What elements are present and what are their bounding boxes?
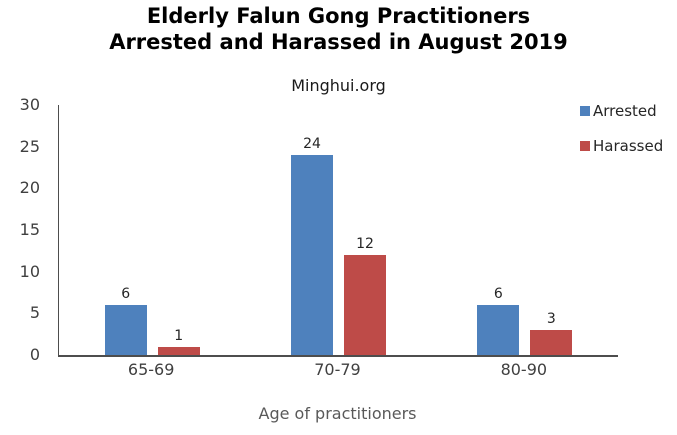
bar-value-label: 1: [174, 328, 184, 344]
y-tick-label: 15: [19, 220, 40, 239]
bar-value-label: 24: [303, 136, 321, 152]
y-tick-label: 30: [19, 95, 40, 114]
bar-arrested-80-90: 6: [477, 105, 520, 355]
chart-title-line2: Arrested and Harassed in August 2019: [109, 30, 568, 54]
chart-title: Elderly Falun Gong Practitioners Arreste…: [0, 3, 677, 55]
bar-rect: [477, 305, 520, 355]
bar-rect: [104, 305, 147, 355]
chart-title-line1: Elderly Falun Gong Practitioners: [146, 4, 531, 28]
y-axis-ticks: 0 5 10 15 20 25 30: [0, 96, 48, 364]
bar-arrested-70-79: 24: [290, 105, 333, 355]
y-tick-label: 5: [29, 303, 40, 322]
legend-swatch-icon: [580, 141, 590, 151]
bar-rect: [343, 255, 386, 355]
chart-subtitle: Minghui.org: [291, 76, 386, 95]
legend-swatch-icon: [580, 106, 590, 116]
legend-entry-harassed: Harassed: [580, 137, 663, 155]
legend: Arrested Harassed: [580, 102, 663, 155]
plot-area: 6 1 24 12 6 3: [58, 105, 618, 357]
x-category-label: 65-69: [127, 360, 175, 379]
y-tick-label: 20: [19, 178, 40, 197]
bar-group-70-79: 24 12: [245, 105, 431, 355]
bar-rect: [290, 155, 333, 355]
legend-label: Arrested: [593, 102, 657, 120]
bar-rect: [157, 347, 200, 355]
legend-entry-arrested: Arrested: [580, 102, 663, 120]
y-tick-label: 0: [29, 345, 40, 364]
legend-label: Harassed: [593, 137, 664, 155]
x-axis-categories: 65-69 70-79 80-90: [58, 360, 617, 379]
bar-value-label: 3: [546, 311, 556, 327]
bar-harassed-80-90: 3: [530, 105, 573, 355]
bar-value-label: 12: [356, 236, 374, 252]
bar-arrested-65-69: 6: [104, 105, 147, 355]
bar-value-label: 6: [121, 286, 131, 302]
x-axis-title: Age of practitioners: [258, 404, 417, 423]
bar-harassed-70-79: 12: [343, 105, 386, 355]
x-category-label: 70-79: [314, 360, 361, 379]
x-category-label: 80-90: [500, 360, 548, 379]
y-tick-label: 10: [19, 262, 40, 281]
bar-rect: [530, 330, 573, 355]
bar-value-label: 6: [493, 286, 503, 302]
bar-harassed-65-69: 1: [157, 105, 200, 355]
y-tick-label: 25: [19, 137, 40, 156]
